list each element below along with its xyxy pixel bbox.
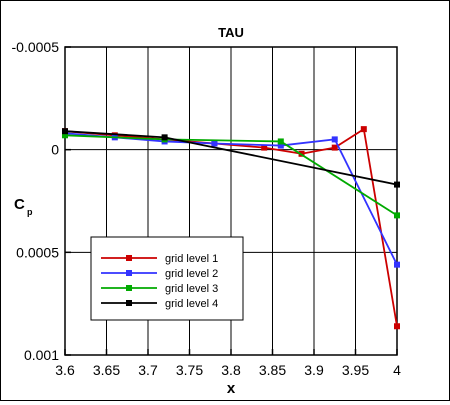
y-axis-label-subscript: p xyxy=(27,207,33,217)
y-tick-label: -0.0005 xyxy=(12,39,60,55)
x-tick-label: 3.7 xyxy=(138,362,158,378)
legend-swatch-marker xyxy=(126,285,132,291)
series-point xyxy=(211,140,218,147)
legend-swatch-marker xyxy=(126,255,132,261)
series-grid-level-4 xyxy=(62,128,400,188)
legend-label: grid level 2 xyxy=(165,268,218,280)
series-point xyxy=(394,181,400,188)
series-point xyxy=(394,261,400,268)
series-point xyxy=(161,134,168,141)
legend-swatch-marker xyxy=(126,300,132,306)
x-tick-label: 3.75 xyxy=(176,362,203,378)
series-point xyxy=(331,136,338,143)
chart-title: TAU xyxy=(218,25,244,40)
y-axis-ticks: -0.0005 0 0.0005 0.001 xyxy=(12,39,71,363)
x-tick-label: 3.8 xyxy=(221,362,241,378)
x-tick-label: 3.85 xyxy=(259,362,286,378)
x-axis-ticks: 3.6 3.65 3.7 3.75 3.8 3.85 3.9 3.95 4 xyxy=(55,349,401,378)
y-axis-label-main: C xyxy=(14,196,25,213)
series-point xyxy=(277,142,284,149)
legend: grid level 1 grid level 2 grid level 3 grid… xyxy=(90,236,244,321)
series-point xyxy=(62,128,68,135)
legend-box xyxy=(90,236,244,321)
x-tick-label: 3.65 xyxy=(93,362,120,378)
y-tick-label: 0.001 xyxy=(24,347,59,363)
series-point xyxy=(277,138,284,145)
series-point xyxy=(394,212,400,219)
series-point xyxy=(360,126,367,133)
series-lines xyxy=(62,126,400,330)
series-point xyxy=(261,144,268,151)
x-tick-label: 4 xyxy=(393,362,401,378)
legend-label: grid level 1 xyxy=(165,253,218,265)
x-tick-label: 3.95 xyxy=(342,362,369,378)
series-point xyxy=(331,144,338,151)
x-tick-label: 3.9 xyxy=(304,362,324,378)
x-tick-label: 3.6 xyxy=(55,362,75,378)
series-point xyxy=(62,132,68,139)
y-axis-label: C p xyxy=(14,196,33,217)
y-tick-label: 0.0005 xyxy=(16,244,59,260)
series-line xyxy=(64,134,398,217)
legend-swatch-marker xyxy=(126,270,132,276)
series-point xyxy=(394,323,400,330)
legend-label: grid level 3 xyxy=(165,283,218,295)
legend-label: grid level 4 xyxy=(165,298,218,310)
y-tick-label: 0 xyxy=(51,142,59,158)
x-axis-label: x xyxy=(227,380,236,397)
